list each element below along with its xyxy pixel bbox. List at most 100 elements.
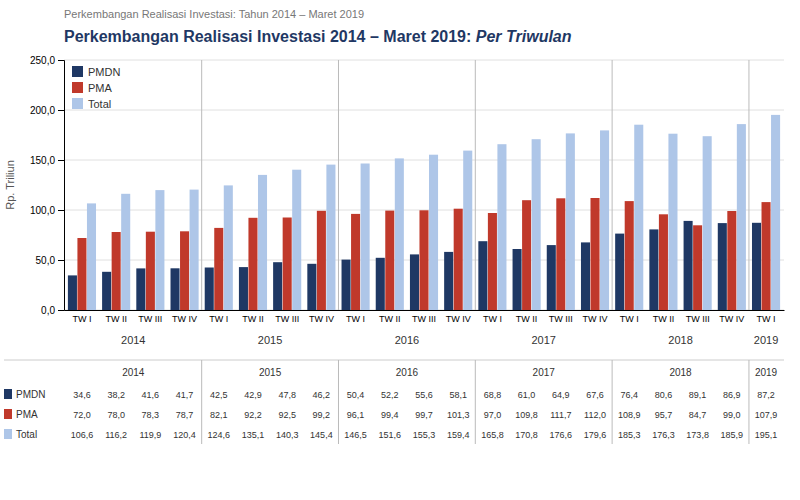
- table-value: 185,3: [618, 430, 641, 440]
- y-tick-mark: [58, 310, 64, 311]
- bar: [307, 264, 316, 310]
- x-tick-label: TW II: [516, 314, 538, 324]
- bar: [547, 245, 556, 310]
- table-value: 120,4: [173, 430, 196, 440]
- table-value: 34,6: [73, 390, 91, 400]
- x-tick: TW III: [412, 314, 436, 324]
- table-value: 145,4: [310, 430, 333, 440]
- bar: [395, 158, 404, 310]
- bar: [410, 254, 419, 310]
- table-value: 185,9: [721, 430, 744, 440]
- bars: [68, 115, 780, 310]
- table-value: 155,3: [413, 430, 436, 440]
- x-tick: TW I: [72, 314, 91, 324]
- bar-series: [87, 115, 780, 310]
- y-tick-label: 250,0: [30, 55, 55, 66]
- x-tick-label: TW I: [620, 314, 639, 324]
- x-tick: TW II: [653, 314, 675, 324]
- table-value: 97,0: [484, 410, 502, 420]
- table-separator: [338, 360, 339, 444]
- x-tick: TW III: [549, 314, 573, 324]
- group-label: 2018: [668, 334, 692, 346]
- bar: [376, 258, 385, 310]
- x-tick: TW II: [379, 314, 401, 324]
- subtitle: Perkembangan Realisasi Investasi: Tahun …: [64, 8, 364, 20]
- x-tick: TW III: [686, 314, 710, 324]
- table-value: 101,3: [447, 410, 470, 420]
- legend-label: Total: [88, 98, 111, 110]
- x-tick-label: TW I: [209, 314, 228, 324]
- bar: [771, 115, 780, 310]
- bar: [625, 201, 634, 310]
- bar: [752, 223, 761, 310]
- bar: [112, 232, 121, 310]
- table-value: 86,9: [723, 390, 741, 400]
- legend-item: PMA: [72, 82, 113, 94]
- table-value: 107,9: [755, 410, 778, 420]
- table-value: 96,1: [347, 410, 365, 420]
- bar: [649, 229, 658, 310]
- bar: [615, 234, 624, 310]
- bar: [718, 223, 727, 310]
- group-separator: [475, 60, 476, 310]
- bar: [693, 225, 702, 310]
- bar: [556, 198, 565, 310]
- y-tick-mark: [58, 160, 64, 161]
- bar: [590, 198, 599, 310]
- bar-series: [77, 198, 770, 310]
- bar: [463, 151, 472, 310]
- chart-container: Perkembangan Realisasi Investasi: Tahun …: [0, 0, 800, 500]
- y-tick-mark: [58, 210, 64, 211]
- table-value: 68,8: [484, 390, 502, 400]
- table-value: 112,0: [584, 410, 606, 420]
- table-value: 82,1: [210, 410, 228, 420]
- y-tick-mark: [58, 110, 64, 111]
- x-tick: TW IV: [719, 314, 744, 324]
- x-tick: TW I: [757, 314, 776, 324]
- bar: [136, 268, 145, 310]
- y-axis-line: [58, 61, 65, 311]
- table-value: 165,8: [481, 430, 504, 440]
- table-row-label: Total: [16, 429, 37, 440]
- table-value: 109,8: [515, 410, 538, 420]
- x-tick: TW IV: [583, 314, 608, 324]
- x-tick-label: TW II: [242, 314, 264, 324]
- bar: [454, 209, 463, 310]
- x-tick: TW IV: [309, 314, 334, 324]
- x-tick: TW IV: [172, 314, 197, 324]
- table-value: 146,5: [344, 430, 367, 440]
- y-axis-title: Rp. Triliun: [4, 160, 16, 210]
- x-tick-label: TW I: [757, 314, 776, 324]
- table-value: 99,2: [313, 410, 331, 420]
- y-tick: 200,0: [30, 105, 64, 116]
- table-value: 92,5: [278, 410, 296, 420]
- group-label: 2017: [531, 334, 555, 346]
- group-separators: [202, 60, 749, 310]
- bar: [205, 268, 214, 311]
- table-value: 111,7: [550, 410, 571, 420]
- group-separator: [612, 60, 613, 310]
- table-value: 89,1: [689, 390, 707, 400]
- x-tick-label: TW III: [138, 314, 162, 324]
- table-value: 108,9: [618, 410, 641, 420]
- x-tick: TW I: [209, 314, 228, 324]
- chart-svg: Perkembangan Realisasi Investasi: Tahun …: [0, 0, 800, 500]
- table-row-swatch: [4, 409, 12, 419]
- table-value: 135,1: [242, 430, 265, 440]
- y-tick-mark: [58, 260, 64, 261]
- y-tick-label: 150,0: [30, 155, 55, 166]
- bar: [668, 134, 677, 310]
- x-tick: TW II: [242, 314, 264, 324]
- table-value: 38,2: [107, 390, 125, 400]
- x-tick-label: TW I: [346, 314, 365, 324]
- bar: [737, 124, 746, 310]
- x-axis-line: [65, 310, 785, 311]
- bar: [326, 165, 335, 310]
- x-tick-label: TW III: [412, 314, 436, 324]
- y-tick: 150,0: [30, 155, 64, 166]
- table-value: 47,8: [278, 390, 296, 400]
- table-value: 80,6: [655, 390, 673, 400]
- table-value: 140,3: [276, 430, 299, 440]
- table-value: 92,2: [244, 410, 262, 420]
- x-tick: TW III: [275, 314, 299, 324]
